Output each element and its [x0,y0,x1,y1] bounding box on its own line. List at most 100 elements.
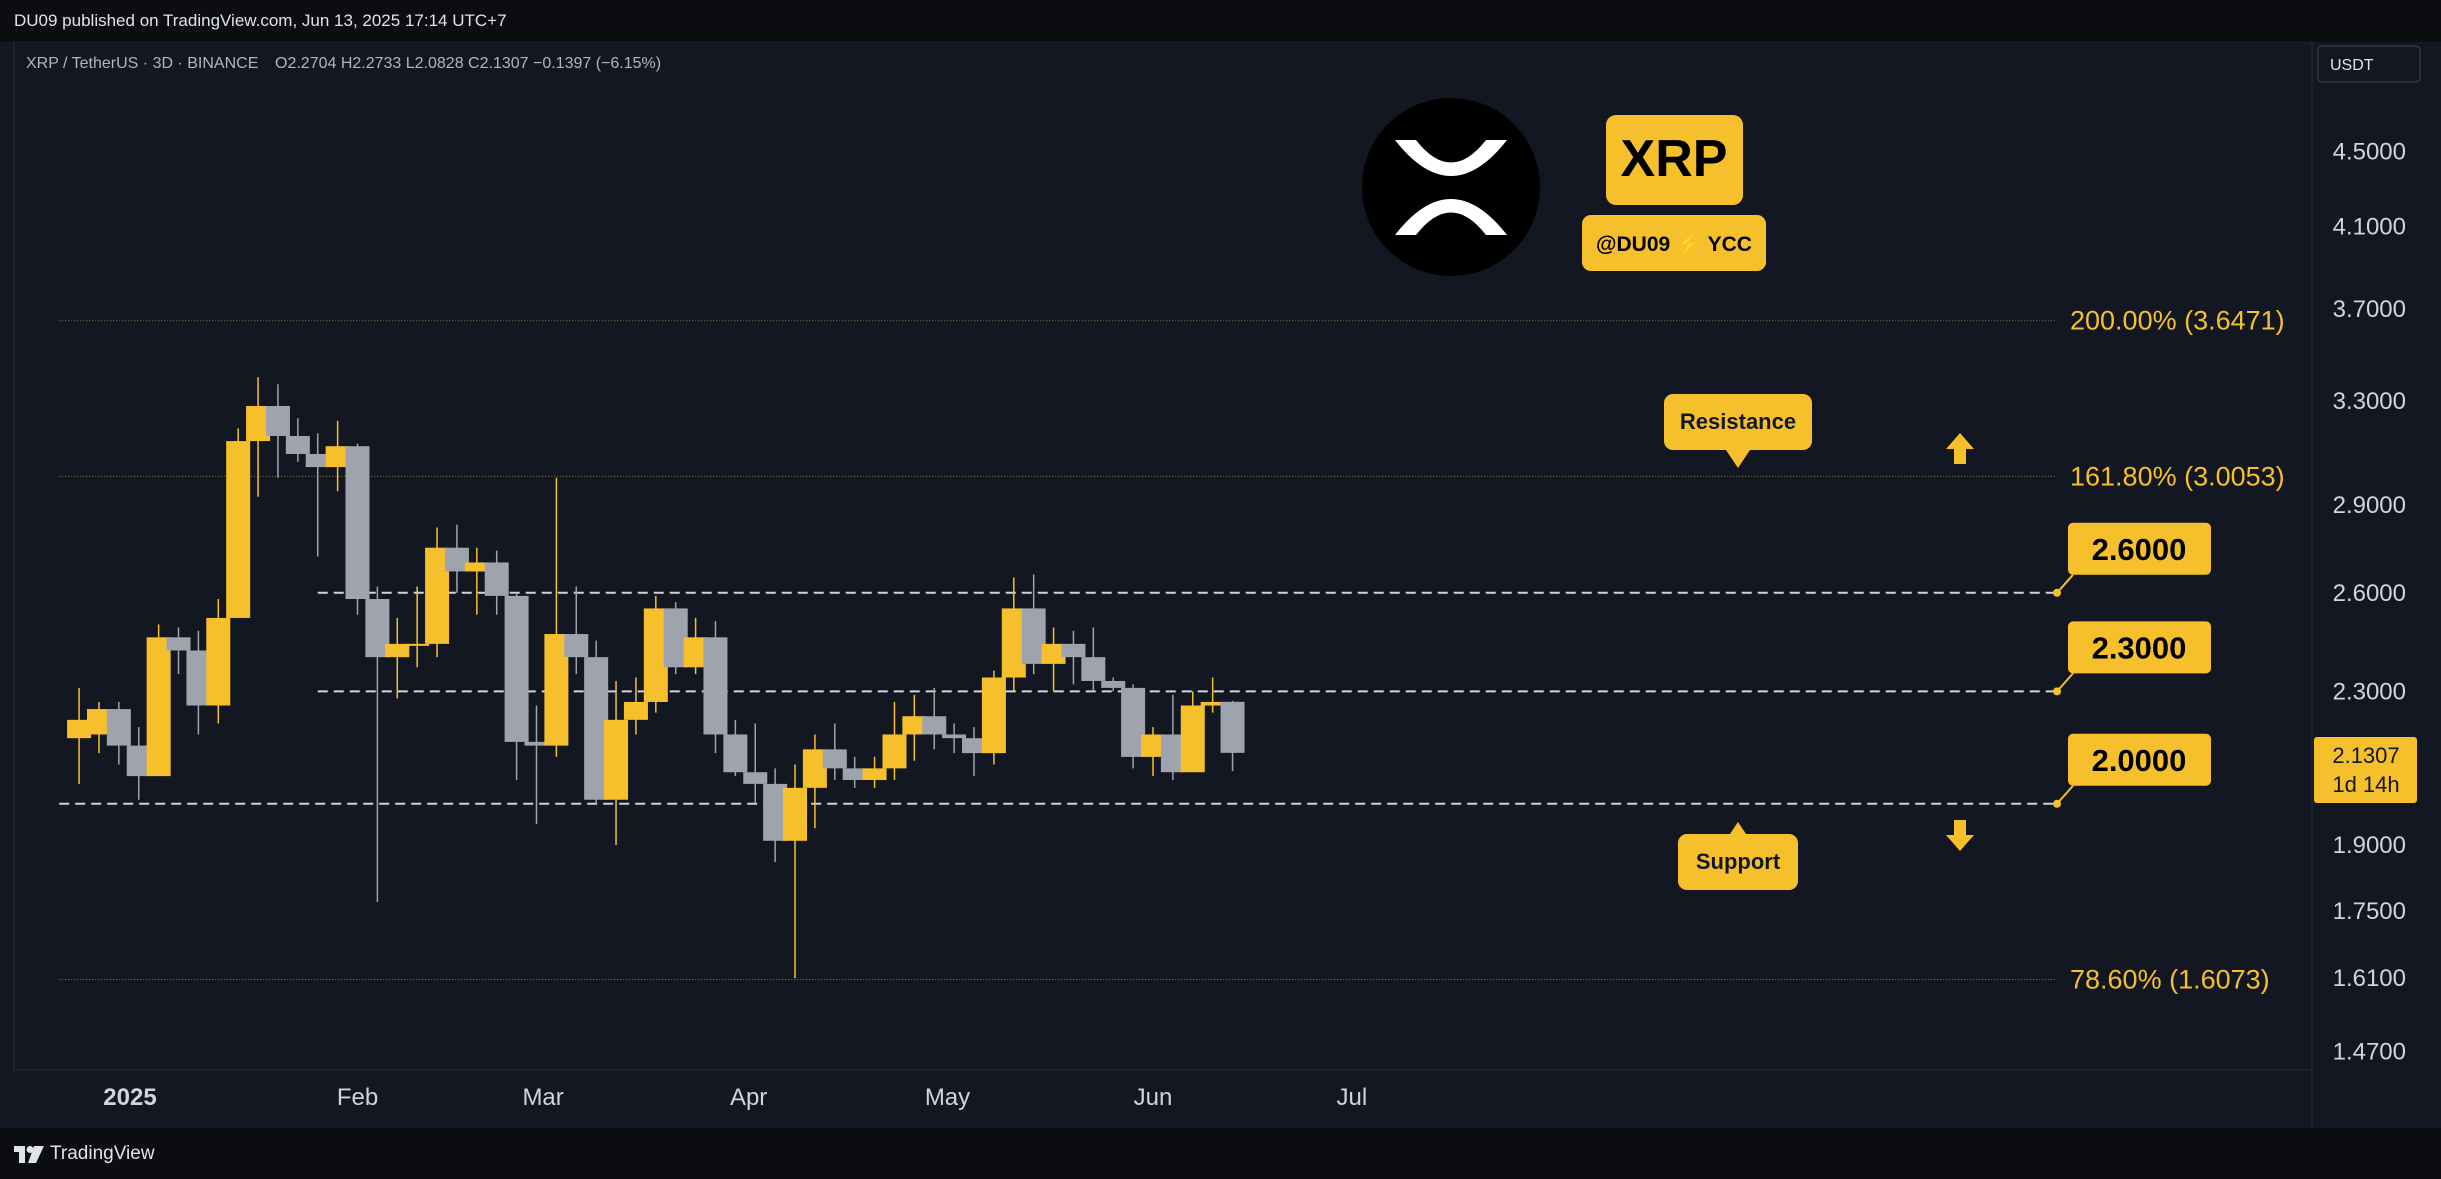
candle-body [942,734,967,739]
candle[interactable] [385,617,410,699]
candle[interactable] [146,624,171,777]
candle[interactable] [1081,627,1106,692]
candle-body [464,562,489,572]
candle-body [623,701,648,720]
price-tick-label: 3.7000 [2333,296,2406,323]
price-tick-label: 3.3000 [2333,388,2406,415]
candle[interactable] [444,524,469,593]
key-level-tag: 2.6000 [2092,532,2187,567]
candle-body [285,435,310,454]
fib-level-label: 161.80% (3.0053) [2070,461,2285,491]
candle-body [504,595,529,742]
candle[interactable] [285,418,310,462]
fib-level-label: 78.60% (1.6073) [2070,965,2270,995]
candle-body [106,709,131,746]
candle[interactable] [623,677,648,735]
candle[interactable] [564,586,589,675]
price-tick-label: 4.1000 [2333,214,2406,241]
candle-body [882,734,907,769]
candle[interactable] [723,719,748,777]
candle[interactable] [1220,700,1245,772]
candle[interactable] [922,687,947,750]
candle[interactable] [981,670,1006,765]
resistance-callout: Resistance [1664,394,1812,468]
candle[interactable] [464,547,489,615]
time-tick-label: Jun [1134,1084,1173,1111]
candle[interactable] [524,705,549,825]
candle-body [723,734,748,773]
currency-button-bg [2317,45,2421,83]
candle-body [226,441,251,618]
candle-body [783,787,808,841]
price-tick-label: 4.5000 [2333,139,2406,166]
candle[interactable] [604,680,629,845]
key-level-connector [2056,672,2074,693]
candle[interactable] [484,550,509,615]
candle[interactable] [962,727,987,777]
candle[interactable] [1041,627,1066,692]
key-level-tag-bg [2068,621,2211,674]
candle[interactable] [703,621,728,754]
time-axis[interactable]: 2025 Feb Mar Apr May Jun Jul [103,1084,1367,1111]
candle-body [265,405,290,436]
candle[interactable] [67,687,92,784]
candle[interactable] [1121,684,1146,769]
candle[interactable] [305,433,330,557]
plot-area [13,41,2313,1071]
candle[interactable] [106,701,131,765]
candle[interactable] [1180,691,1205,773]
candle-body [305,453,330,468]
candle-body [842,768,867,780]
candle[interactable] [862,756,887,788]
candle[interactable] [743,723,768,804]
candle-body [385,643,410,658]
legend-symbol[interactable]: XRP / TetherUS · 3D · BINANCE [26,55,258,72]
candle[interactable] [265,384,290,478]
candle[interactable] [345,443,370,615]
candle[interactable] [822,723,847,780]
candle[interactable] [902,694,927,761]
price-axis[interactable]: 4.5000 4.1000 3.7000 3.3000 2.9000 2.6000 2.30… [2333,139,2406,1066]
candle[interactable] [206,599,231,724]
candle-body [862,768,887,780]
candle[interactable] [1141,727,1165,777]
currency-button[interactable]: USDT [2330,57,2374,74]
candle-body [981,677,1006,754]
candle-body [166,637,191,651]
candle-body [524,741,549,746]
candle-body [1220,701,1245,753]
candle[interactable] [405,586,430,668]
candle[interactable] [1101,677,1126,692]
candle-body [1141,734,1165,757]
top-bar: DU09 published on TradingView.com, Jun 1… [0,0,2441,42]
fib-level-label: 200.00% (3.6471) [2070,306,2285,336]
tradingview-logo-text: TradingView [50,1143,155,1164]
candle[interactable] [226,428,251,618]
candle[interactable] [842,756,867,788]
key-level-tag: 2.3000 [2092,630,2187,665]
candle-body [1061,643,1086,658]
price-tick-label: 1.4700 [2333,1038,2406,1065]
candle[interactable] [882,701,907,780]
support-label: Support [1696,849,1781,874]
candle-body [206,617,231,706]
coin-badge-bg [1606,115,1743,205]
candle-body [962,738,987,754]
candle[interactable] [1200,677,1225,713]
candle[interactable] [166,627,191,675]
candle[interactable] [504,592,529,780]
price-tick-label: 1.9000 [2333,832,2406,859]
price-tick-label: 1.7500 [2333,898,2406,925]
candle-body [67,719,92,739]
candle[interactable] [783,764,808,979]
candle[interactable] [942,723,967,754]
candle-body [444,547,469,572]
candle[interactable] [325,420,350,492]
tradingview-logo[interactable]: TradingView [14,1143,155,1165]
candle[interactable] [1061,630,1086,685]
last-price-countdown: 1d 14h [2332,772,2399,797]
candle-body [703,637,728,735]
key-level-tag: 2.0000 [2092,743,2187,778]
key-level-tag-bg [2068,522,2211,575]
